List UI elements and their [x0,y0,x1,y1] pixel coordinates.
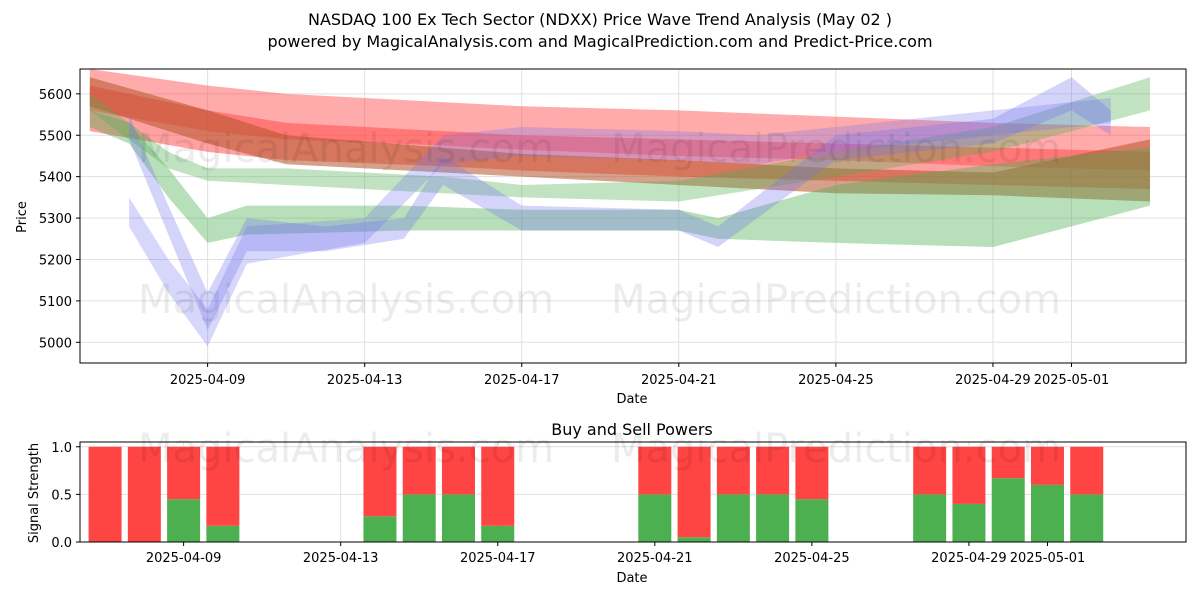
sub-x-tick-label: 2025-04-13 [303,551,379,566]
buy-bar [913,494,947,542]
buy-bar [716,494,750,542]
watermark-magicalanalysis-bottom: MagicalAnalysis.com [138,426,554,472]
buy-bar [441,494,475,542]
sell-bar [88,446,122,542]
main-y-tick-label: 5000 [39,336,72,351]
main-y-tick-label: 5100 [39,295,72,310]
buy-bar [795,499,829,542]
buy-bar [1030,484,1064,542]
watermark-magicalprediction-mid: MagicalPrediction.com [611,277,1061,323]
chart-title-line2: powered by MagicalAnalysis.com and Magic… [267,32,933,51]
sell-bar [1030,446,1064,485]
sell-bar [756,446,790,495]
sub-y-tick-label: 1.0 [51,441,72,456]
main-y-tick-label: 5400 [39,171,72,186]
main-y-tick-label: 5200 [39,253,72,268]
sell-bar [167,446,201,500]
sell-bar [481,446,515,526]
main-x-tick-label: 2025-04-21 [641,373,717,388]
sub-ticks: 2025-04-09 2025-04-13 2025-04-17 2025-04-21… [51,441,1085,566]
sub-axes-frame [79,441,1187,543]
sub-x-tick-label: 2025-04-21 [617,551,693,566]
main-x-tick-label: 2025-04-29 [955,373,1031,388]
main-x-tick-label: 2025-05-01 [1034,373,1110,388]
sell-bar [363,446,397,517]
sub-x-tick-label: 2025-04-25 [774,551,850,566]
main-x-tick-label: 2025-04-17 [484,373,560,388]
sell-bar [402,446,436,495]
sub-y-tick-label: 0.0 [51,536,72,551]
buy-bar [952,503,986,542]
sub-y-tick-label: 0.5 [51,488,72,503]
sub-bars [88,446,1104,542]
buy-bar [206,525,240,542]
buy-bar [1070,494,1104,542]
buy-bar [756,494,790,542]
sell-bar [638,446,672,495]
sub-y-axis-label: Signal Strength [27,443,42,543]
buy-bar [991,478,1025,542]
price-band-green-3 [89,110,1151,248]
sell-bar [677,446,711,538]
sell-bar [1070,446,1104,495]
sell-bar [716,446,750,495]
price-band-blue-6 [129,97,1111,347]
sell-bar [127,446,161,542]
price-band-brown-2 [89,77,1151,202]
sell-bar [795,446,829,500]
buy-bar [481,525,515,542]
sell-bar [991,446,1025,479]
main-plot-frame [79,68,1187,364]
sell-bar [206,446,240,526]
main-x-tick-label: 2025-04-13 [327,373,403,388]
price-band-green-4 [89,77,1151,202]
main-axes-frame [79,68,1187,364]
price-band-blue-5 [129,77,1111,330]
sell-bar [952,446,986,504]
sell-bar [913,446,947,495]
price-band-red-1 [89,85,1151,190]
main-price-bands [89,69,1151,347]
main-x-tick-label: 2025-04-25 [798,373,874,388]
sub-x-axis-label: Date [616,571,647,586]
sub-chart-title: Buy and Sell Powers [551,420,713,439]
sub-x-tick-label: 2025-04-09 [146,551,222,566]
sell-bar [441,446,475,495]
sub-x-tick-label: 2025-04-17 [460,551,536,566]
buy-bar [677,537,711,542]
main-x-tick-label: 2025-04-09 [170,373,246,388]
main-x-axis-label: Date [616,392,647,407]
main-y-tick-label: 5300 [39,212,72,227]
watermark-magicalanalysis-mid: MagicalAnalysis.com [138,277,554,323]
sub-x-tick-label: 2025-04-29 [931,551,1007,566]
buy-bar [402,494,436,542]
watermark-magicalprediction-bottom: MagicalPrediction.com [611,426,1061,472]
main-y-tick-label: 5600 [39,88,72,103]
chart-title-line1: NASDAQ 100 Ex Tech Sector (NDXX) Price W… [307,10,893,29]
sub-plot-frame [79,441,1187,543]
watermark-magicalanalysis-top: MagicalAnalysis.com [138,126,554,172]
watermark-magicalprediction-top: MagicalPrediction.com [611,126,1061,172]
main-ticks: 2025-04-09 2025-04-13 2025-04-17 2025-04-21… [39,88,1109,388]
buy-bar [638,494,672,542]
sub-x-tick-label: 2025-05-01 [1010,551,1086,566]
buy-bar [363,516,397,542]
main-y-tick-label: 5500 [39,129,72,144]
buy-bar [167,499,201,542]
watermarks: MagicalAnalysis.com MagicalPrediction.co… [138,126,1061,472]
main-grid [80,69,1186,363]
main-y-axis-label: Price [15,201,30,233]
